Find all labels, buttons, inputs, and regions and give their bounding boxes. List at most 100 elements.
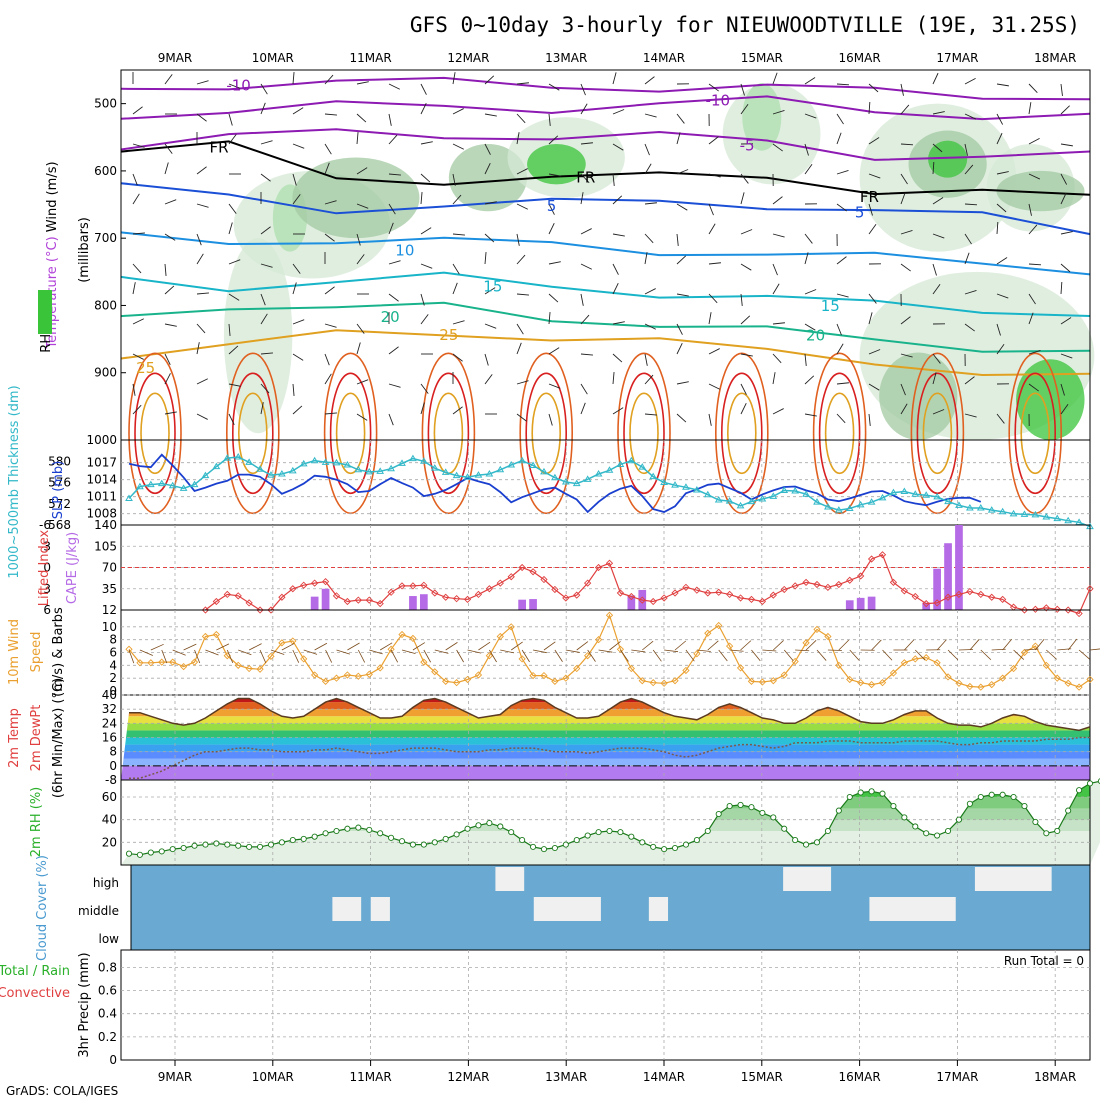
li-marker	[911, 592, 919, 601]
wind-marker	[562, 674, 570, 682]
wind-barb	[292, 319, 305, 325]
pressure-tick: 600	[94, 164, 117, 178]
rh-shade	[879, 352, 958, 440]
rh-marker	[1043, 830, 1050, 837]
rh-marker	[671, 844, 679, 852]
rh-marker	[1065, 807, 1072, 814]
wind-barb	[164, 162, 169, 175]
wind-marker	[977, 683, 985, 691]
wind-barb	[964, 203, 978, 206]
wind-marker	[321, 677, 330, 686]
thickness-marker	[354, 465, 363, 473]
rh-marker	[988, 791, 995, 798]
thickness-marker	[561, 477, 570, 485]
thickness-marker	[310, 456, 319, 464]
wind-barb	[868, 137, 880, 145]
surface-warm-contour	[623, 372, 665, 495]
wind-barb	[836, 203, 847, 212]
wind-barb	[1028, 203, 1032, 216]
surface-warm-contour	[812, 352, 867, 515]
thickness-marker	[267, 471, 275, 478]
surface-wind-barb	[543, 641, 556, 651]
temperature-contour	[120, 95, 1091, 121]
wind-barb	[772, 408, 784, 415]
surface-wind-barb	[838, 639, 850, 651]
li-marker	[922, 599, 930, 608]
wind-barb	[452, 263, 460, 275]
surface-wind-barb	[620, 649, 629, 662]
rh-marker	[191, 842, 198, 849]
li-marker	[977, 590, 985, 599]
surface-wind-barb	[347, 642, 360, 651]
wind-barb	[196, 113, 207, 122]
rh-tick: 20	[102, 835, 117, 849]
thickness-marker	[234, 453, 243, 460]
contour-label: FR	[209, 138, 228, 156]
rh-marker	[475, 822, 482, 829]
wind-marker	[1042, 661, 1050, 669]
wind-marker	[769, 677, 777, 685]
wind-barb	[996, 83, 1009, 87]
wind-barb	[580, 293, 584, 306]
wind-barb	[644, 163, 652, 175]
wind-barb	[260, 226, 271, 235]
contour-label: 20	[806, 327, 825, 345]
wind-barb	[740, 173, 749, 184]
wind-barb	[996, 344, 1005, 355]
wind-barb	[612, 263, 619, 275]
rh-marker	[999, 791, 1006, 798]
wind-barb	[900, 316, 911, 325]
surface-wind-barb	[631, 649, 646, 653]
bottom-date-axis: 9MAR 10MAR 11MAR 12MAR 13MAR 14MAR 15MAR 16MAR 1…	[158, 1060, 1076, 1084]
li-marker	[529, 568, 537, 576]
rh-marker	[977, 793, 984, 801]
surface-wind-barb	[216, 643, 230, 651]
wind-barb	[708, 173, 721, 178]
wind-barb	[260, 293, 266, 306]
wind-barb	[740, 104, 749, 115]
wind-barb	[1060, 83, 1063, 96]
rh-marker	[912, 823, 919, 830]
thickness-marker	[474, 471, 483, 478]
surface-wind-barb	[412, 642, 426, 651]
wind-ylabel-part: 10m Wind	[7, 619, 22, 685]
rh-marker	[803, 841, 810, 848]
li-marker	[485, 585, 494, 593]
precip-ylabel: 3hr Precip (mm)	[77, 952, 92, 1057]
surface-wind-barb	[270, 649, 285, 655]
li-marker	[867, 555, 876, 563]
wind-barb	[772, 110, 785, 115]
wind-barb	[900, 143, 914, 146]
wind-barb	[1060, 263, 1071, 273]
surface-wind-barb	[445, 642, 458, 651]
surface-wind-barb	[183, 643, 197, 651]
surface-wind-barb	[489, 649, 497, 663]
wind-barb	[1060, 281, 1063, 295]
wind-barb	[676, 413, 687, 423]
wind-marker	[376, 664, 384, 672]
wind-barb	[772, 72, 778, 85]
surface-wind-barb	[751, 649, 761, 662]
wind-barb	[644, 233, 654, 244]
li-marker	[616, 589, 625, 597]
wind-marker	[616, 645, 625, 653]
surface-wind-barb	[292, 649, 300, 663]
thickness-marker	[1042, 513, 1051, 520]
wind-barb	[740, 263, 752, 271]
wind-barb	[708, 413, 712, 426]
surface-wind-barb	[1013, 649, 1025, 660]
slp-tick: 1014	[86, 473, 117, 487]
rh-shade	[223, 238, 293, 434]
li-marker	[660, 594, 668, 602]
li-marker	[507, 573, 515, 581]
pressure-tick: 500	[94, 97, 117, 111]
contour-label: 25	[136, 359, 155, 377]
wind-marker	[289, 637, 297, 645]
surface-wind-barb	[609, 641, 621, 651]
wind-barb	[1028, 102, 1032, 115]
wind-barb	[484, 113, 497, 117]
wind-barb	[132, 143, 145, 148]
wind-barb	[388, 83, 400, 90]
wind-barb	[356, 167, 368, 175]
